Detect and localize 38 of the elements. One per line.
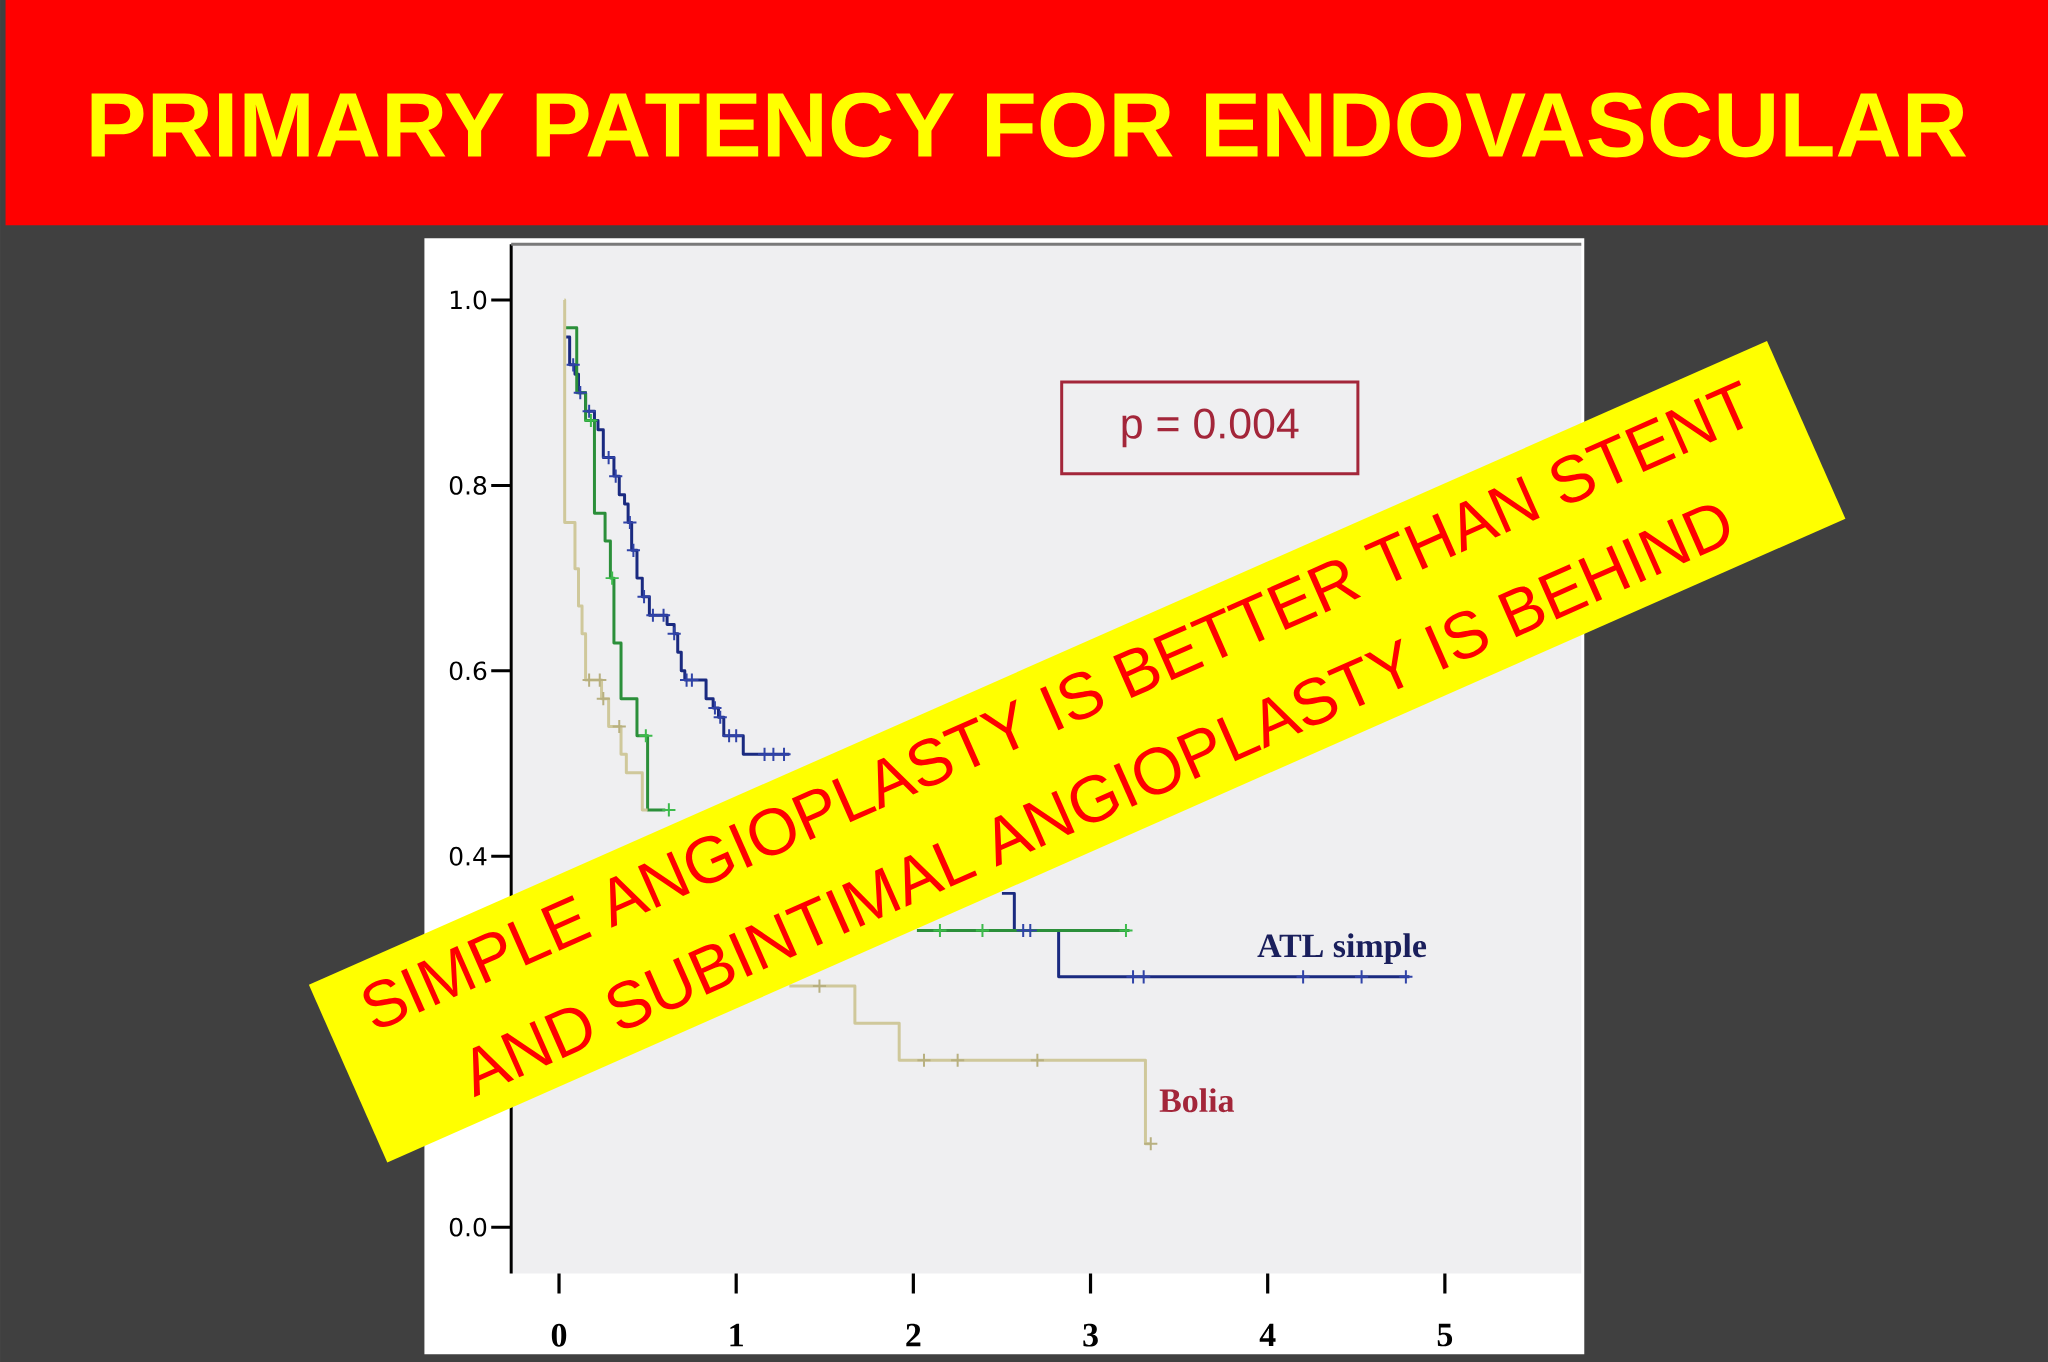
y-tick-label: 0.4 (449, 846, 487, 866)
series-label: ATL simple (1257, 933, 1427, 964)
point (636, 588, 652, 605)
annotation: p = 0.004 (1122, 408, 1299, 448)
y-tick-label: 0.6 (449, 661, 487, 681)
point (608, 468, 624, 484)
point (572, 384, 588, 401)
x-tick-label: 1 (730, 1323, 743, 1347)
point (565, 357, 581, 373)
point (1022, 922, 1038, 938)
x-tick-label: 3 (1083, 1323, 1098, 1347)
x-tick-label: 0 (551, 1323, 567, 1347)
point (583, 412, 599, 428)
point (625, 542, 642, 558)
y-tick-label: 0.8 (449, 475, 487, 495)
point (1143, 1136, 1159, 1152)
point (666, 626, 682, 642)
y-tick-label: 0.0 (449, 1217, 487, 1237)
point (1295, 969, 1311, 985)
x-tick-label: 5 (1437, 1323, 1453, 1347)
point (601, 449, 617, 466)
point (1398, 969, 1414, 985)
series-label: Bolia (1159, 1088, 1235, 1113)
x-tick-label: 2 (906, 1323, 921, 1347)
point (916, 1052, 932, 1068)
point (1029, 1052, 1045, 1068)
point (950, 1052, 966, 1068)
point (604, 570, 620, 586)
point (1354, 969, 1370, 985)
chart-title: PRIMARY PATENCY FOR ENDOVASCULAR (91, 92, 1967, 158)
point (1118, 922, 1134, 938)
point (655, 607, 672, 623)
x-tick-label: 4 (1259, 1323, 1276, 1346)
point (581, 403, 597, 419)
point (622, 514, 638, 530)
point (595, 690, 611, 707)
y-tick-label: 1.0 (450, 290, 487, 310)
point (1136, 969, 1152, 985)
